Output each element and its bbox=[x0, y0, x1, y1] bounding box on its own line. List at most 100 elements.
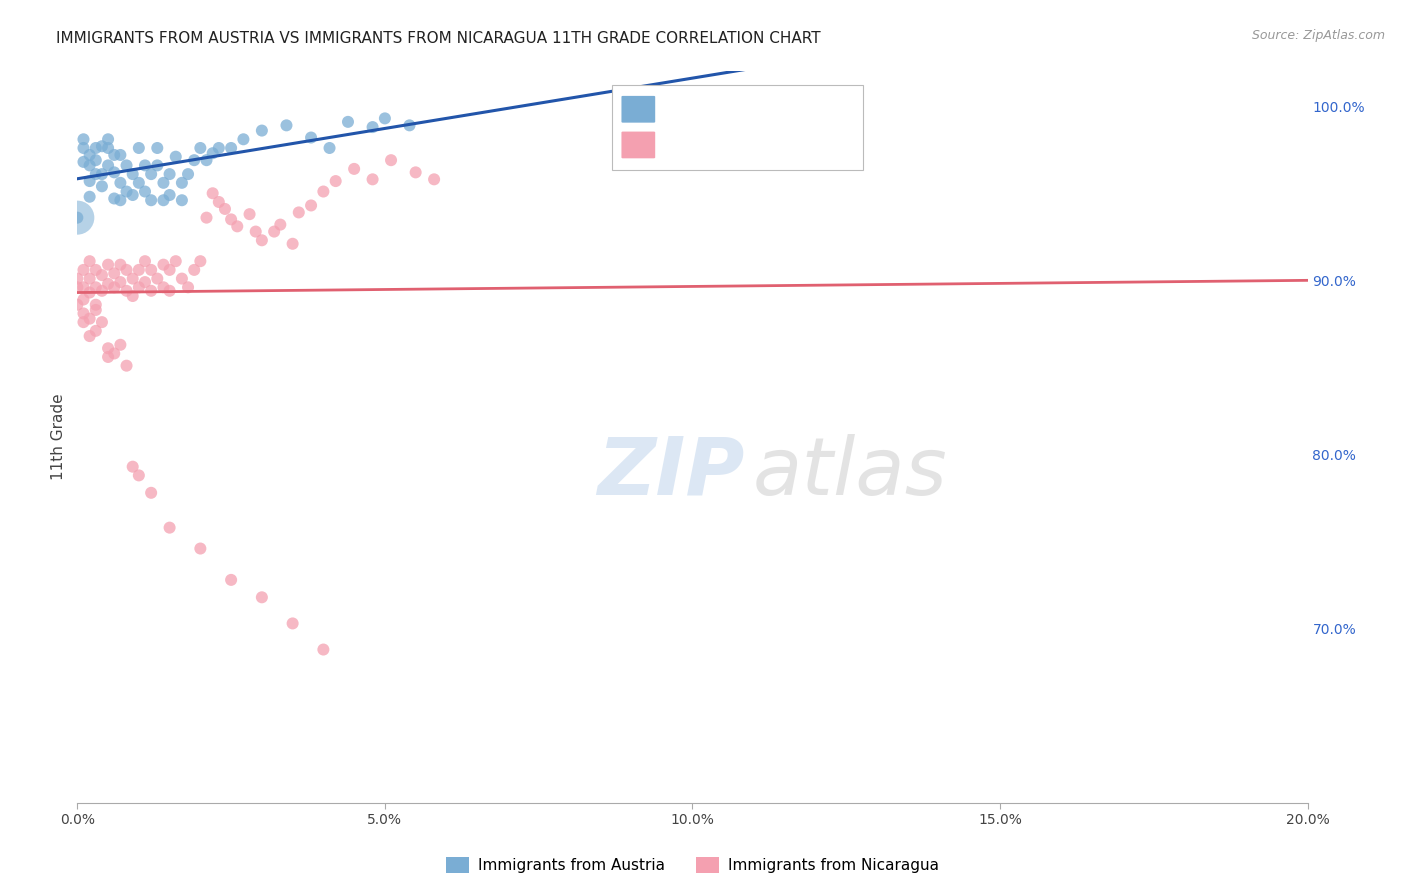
Point bbox=[141, 193, 163, 207]
Text: N = 58: N = 58 bbox=[755, 100, 818, 119]
Point bbox=[79, 190, 101, 204]
Point bbox=[79, 311, 101, 326]
Point bbox=[72, 293, 94, 307]
Point bbox=[72, 315, 94, 329]
Point bbox=[72, 132, 94, 146]
Point bbox=[165, 150, 187, 164]
Point bbox=[121, 188, 143, 202]
Point bbox=[183, 263, 205, 277]
Point bbox=[288, 205, 311, 219]
Point bbox=[152, 193, 174, 207]
Point bbox=[115, 263, 138, 277]
Point bbox=[110, 193, 132, 207]
Point bbox=[128, 141, 150, 155]
Point bbox=[84, 263, 107, 277]
Point bbox=[312, 642, 335, 657]
Point bbox=[141, 485, 163, 500]
Point bbox=[79, 271, 101, 285]
Point bbox=[103, 346, 125, 360]
Text: R = 0.423: R = 0.423 bbox=[664, 100, 754, 119]
Point bbox=[97, 277, 120, 291]
Point bbox=[72, 280, 94, 294]
Point bbox=[299, 198, 322, 212]
Point bbox=[103, 148, 125, 162]
Point bbox=[128, 263, 150, 277]
Point bbox=[170, 176, 193, 190]
Point bbox=[177, 167, 200, 181]
Point bbox=[110, 338, 132, 352]
Point bbox=[152, 258, 174, 272]
Point bbox=[79, 158, 101, 172]
Point bbox=[72, 155, 94, 169]
Legend: Immigrants from Austria, Immigrants from Nicaragua: Immigrants from Austria, Immigrants from… bbox=[440, 851, 945, 880]
Point bbox=[325, 174, 347, 188]
Point bbox=[72, 263, 94, 277]
Point bbox=[159, 284, 181, 298]
Point bbox=[79, 329, 101, 343]
Point bbox=[103, 165, 125, 179]
Point bbox=[97, 141, 120, 155]
Point bbox=[245, 225, 267, 239]
Point bbox=[170, 193, 193, 207]
Point bbox=[115, 185, 138, 199]
Point bbox=[134, 158, 156, 172]
Point bbox=[66, 280, 89, 294]
Point bbox=[219, 141, 242, 155]
Text: R = 0.020: R = 0.020 bbox=[664, 136, 754, 154]
Point bbox=[103, 266, 125, 280]
Point bbox=[97, 341, 120, 355]
Point bbox=[165, 254, 187, 268]
Point bbox=[110, 148, 132, 162]
Point bbox=[141, 284, 163, 298]
Point bbox=[115, 359, 138, 373]
Point bbox=[84, 167, 107, 181]
Point bbox=[219, 212, 242, 227]
Point bbox=[250, 123, 273, 137]
Y-axis label: 11th Grade: 11th Grade bbox=[51, 393, 66, 481]
Point bbox=[84, 141, 107, 155]
Point bbox=[195, 211, 218, 225]
Point bbox=[374, 112, 396, 126]
Point bbox=[159, 263, 181, 277]
Point bbox=[121, 289, 143, 303]
Point bbox=[152, 176, 174, 190]
Point bbox=[183, 153, 205, 168]
Point bbox=[159, 521, 181, 535]
Point bbox=[146, 141, 169, 155]
Point bbox=[146, 158, 169, 172]
Point bbox=[159, 167, 181, 181]
Point bbox=[299, 130, 322, 145]
Point bbox=[79, 148, 101, 162]
Point bbox=[226, 219, 249, 234]
Point bbox=[232, 132, 254, 146]
Point bbox=[128, 176, 150, 190]
Point bbox=[312, 185, 335, 199]
Text: Source: ZipAtlas.com: Source: ZipAtlas.com bbox=[1251, 29, 1385, 42]
Point bbox=[398, 119, 420, 133]
Point bbox=[380, 153, 402, 168]
Point bbox=[90, 268, 114, 282]
Point bbox=[121, 459, 143, 474]
Point bbox=[343, 161, 366, 176]
Point bbox=[208, 194, 231, 209]
Point bbox=[423, 172, 446, 186]
Text: ZIP: ZIP bbox=[598, 434, 745, 512]
Point bbox=[214, 202, 236, 216]
Point bbox=[90, 284, 114, 298]
Point bbox=[97, 158, 120, 172]
Point bbox=[361, 172, 384, 186]
Point bbox=[134, 275, 156, 289]
Point bbox=[110, 176, 132, 190]
Point bbox=[318, 141, 340, 155]
Text: atlas: atlas bbox=[752, 434, 948, 512]
Point bbox=[134, 254, 156, 268]
Text: IMMIGRANTS FROM AUSTRIA VS IMMIGRANTS FROM NICARAGUA 11TH GRADE CORRELATION CHAR: IMMIGRANTS FROM AUSTRIA VS IMMIGRANTS FR… bbox=[56, 31, 821, 46]
Point bbox=[188, 141, 212, 155]
Point bbox=[128, 280, 150, 294]
Point bbox=[66, 211, 89, 225]
Point bbox=[97, 350, 120, 364]
Point bbox=[110, 275, 132, 289]
Point bbox=[250, 233, 273, 247]
Point bbox=[115, 158, 138, 172]
Point bbox=[84, 280, 107, 294]
